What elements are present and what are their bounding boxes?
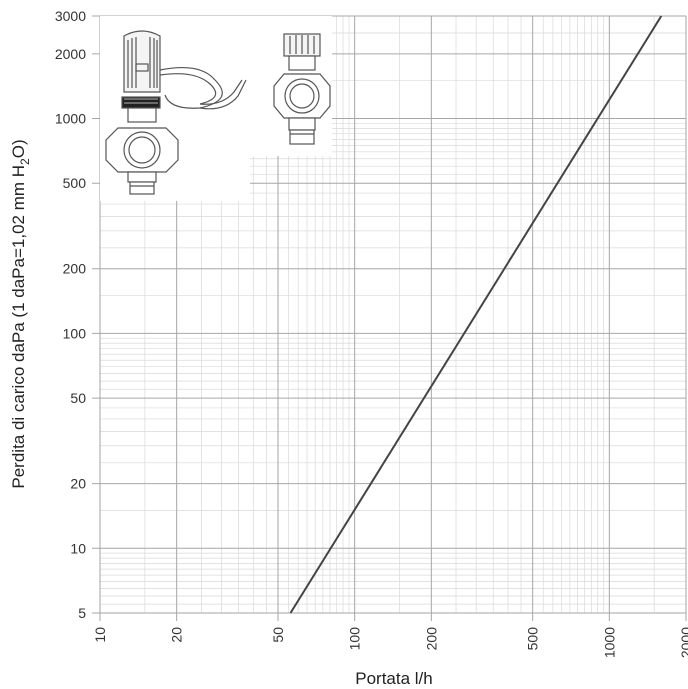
y-axis-title-end: O) (9, 139, 28, 158)
x-tick-label: 10 (92, 627, 108, 643)
y-tick-label: 50 (70, 390, 86, 406)
y-tick-label: 10 (70, 540, 86, 556)
x-tick-label: 200 (423, 627, 439, 651)
valve-body-icon (105, 107, 179, 195)
y-axis-title: Perdita di carico daPa (1 daPa=1,02 mm H… (9, 139, 32, 488)
y-tick-label: 3000 (55, 8, 86, 24)
series-layer (289, 15, 663, 614)
pressure-drop-line (289, 15, 663, 614)
y-tick-label: 1000 (55, 111, 86, 127)
y-tick-label: 20 (70, 476, 86, 492)
x-tick-label: 50 (270, 627, 286, 643)
x-tick-label: 1000 (601, 627, 617, 658)
valve-with-cap-icon (273, 33, 331, 145)
valve-actuator-illustration (100, 16, 332, 201)
y-tick-label: 500 (63, 175, 87, 191)
y-tick-label: 2000 (55, 46, 86, 62)
x-tick-label: 100 (347, 627, 363, 651)
x-axis-title: Portata l/h (355, 669, 433, 688)
thermoelectric-actuator-icon (121, 30, 247, 110)
x-tick-label: 500 (525, 627, 541, 651)
y-axis-title-main: Perdita di carico daPa (1 daPa=1,02 mm H (9, 165, 28, 489)
x-tick-label: 2000 (678, 627, 688, 658)
y-tick-label: 200 (63, 261, 87, 277)
y-tick-label: 5 (78, 605, 86, 621)
y-tick-label: 100 (63, 325, 87, 341)
x-axis-tick-labels: 10 20 50 100 200 500 1000 2000 (92, 627, 688, 658)
y-axis-tick-labels: 5 10 20 50 100 200 500 1000 2000 3000 (55, 8, 86, 621)
x-tick-label: 20 (169, 627, 185, 643)
y-axis-title-subscript: 2 (18, 158, 32, 165)
